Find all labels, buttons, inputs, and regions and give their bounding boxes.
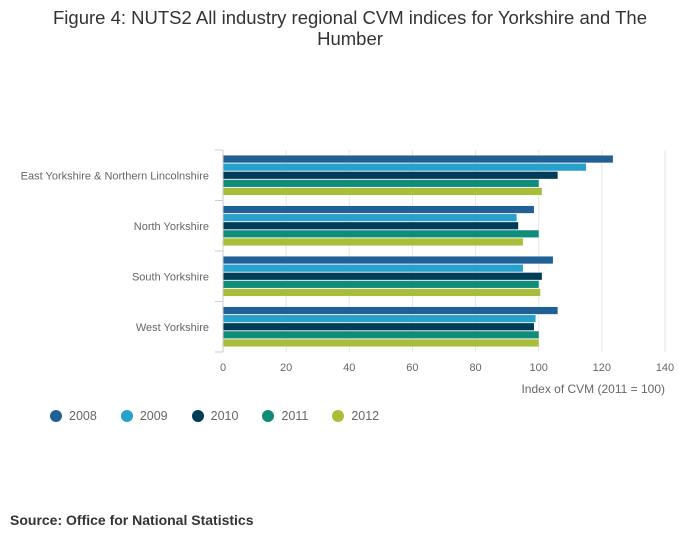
bar-2010[interactable] (223, 171, 558, 179)
legend-label: 2008 (69, 409, 97, 423)
category-label: North Yorkshire (134, 221, 209, 233)
category-label: East Yorkshire & Northern Lincolnshire (21, 170, 209, 182)
x-tick-labels: 0 20 40 60 80 100 120 140 (220, 362, 674, 374)
legend-label: 2012 (351, 409, 380, 423)
x-tick-label: 100 (530, 362, 548, 374)
bar-2011[interactable] (223, 230, 539, 238)
source-note: Source: Office for National Statistics (10, 512, 254, 528)
legend-item-2011[interactable]: 2011 (262, 409, 308, 423)
x-tick-label: 40 (343, 362, 355, 374)
legend: 2008 2009 2010 2011 2012 (50, 406, 403, 426)
legend-label: 2010 (210, 409, 239, 423)
bar-2011[interactable] (223, 179, 539, 187)
bar-2008[interactable] (223, 256, 553, 264)
bar-2009[interactable] (223, 163, 587, 171)
chart-title: Figure 4: NUTS2 All industry regional CV… (53, 7, 647, 49)
legend-item-2008[interactable]: 2008 (50, 409, 97, 423)
bar-2009[interactable] (223, 315, 536, 323)
bars (223, 155, 613, 347)
bar-2012[interactable] (223, 238, 523, 246)
bar-2008[interactable] (223, 205, 534, 214)
legend-marker-icon (262, 410, 275, 422)
bar-2012[interactable] (223, 339, 539, 347)
category-labels: East Yorkshire & Northern Lincolnshire No… (21, 170, 209, 334)
bar-2010[interactable] (223, 323, 534, 331)
x-tick-label: 140 (656, 362, 674, 374)
category-label: South Yorkshire (132, 271, 209, 283)
x-tick-label: 80 (469, 362, 481, 374)
bar-2008[interactable] (223, 306, 558, 315)
legend-marker-icon (120, 410, 133, 422)
bar-2010[interactable] (223, 272, 542, 280)
legend-item-2010[interactable]: 2010 (191, 409, 239, 423)
bar-2008[interactable] (223, 155, 613, 163)
x-tick-label: 20 (280, 362, 292, 374)
bar-2009[interactable] (223, 264, 523, 272)
bar-2009[interactable] (223, 214, 517, 222)
legend-label: 2009 (139, 409, 168, 423)
legend-item-2009[interactable]: 2009 (120, 409, 168, 423)
bar-2011[interactable] (223, 280, 539, 288)
bar-2010[interactable] (223, 222, 519, 230)
bar-2011[interactable] (223, 331, 539, 339)
legend-marker-icon (50, 410, 62, 422)
x-tick-label: 60 (406, 362, 418, 374)
legend-label: 2011 (281, 409, 309, 423)
bar-2012[interactable] (223, 288, 541, 297)
legend-marker-icon (332, 410, 345, 422)
x-tick-label: 0 (220, 362, 226, 374)
x-axis-label: Index of CVM (2011 = 100) (521, 382, 665, 396)
legend-item-2012[interactable]: 2012 (332, 409, 379, 423)
bar-2012[interactable] (223, 187, 542, 196)
category-label: West Yorkshire (136, 322, 209, 334)
legend-marker-icon (191, 410, 204, 422)
x-tick-label: 120 (593, 362, 611, 374)
